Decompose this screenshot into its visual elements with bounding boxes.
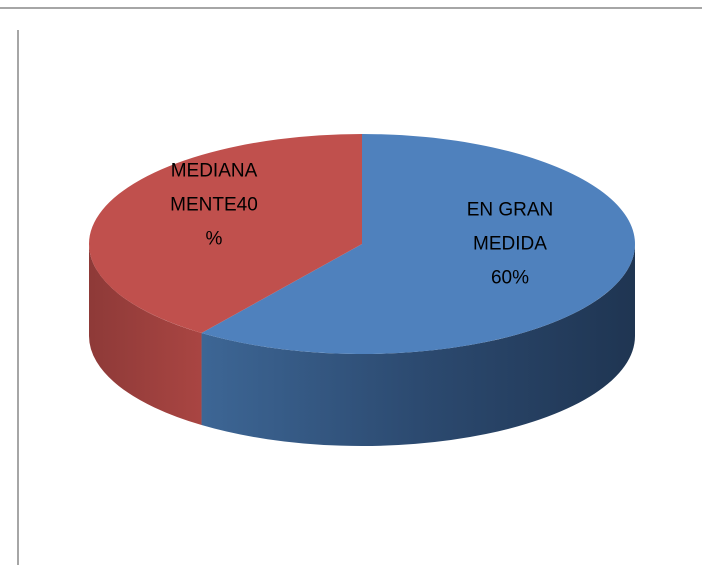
slice-side xyxy=(89,244,202,425)
slice xyxy=(88,134,362,333)
label-line: MEDIANA xyxy=(171,161,258,182)
data-label: EN GRAN MEDIDA 60% xyxy=(467,199,554,288)
label-line: EN GRAN xyxy=(467,199,554,220)
label-line: % xyxy=(206,229,223,250)
slice-side xyxy=(201,244,636,446)
label-line: MENTE40 xyxy=(170,195,258,216)
label-line: MEDIDA xyxy=(473,233,547,254)
data-label: MEDIANA MENTE40% xyxy=(170,161,258,250)
label-line: 60% xyxy=(491,267,529,288)
slice xyxy=(201,134,636,354)
